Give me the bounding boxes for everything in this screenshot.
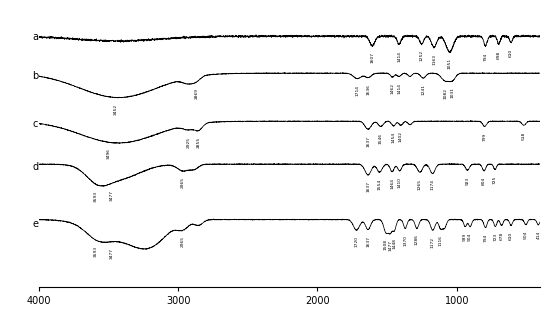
Text: 799: 799 [483, 133, 487, 141]
Text: 1448: 1448 [392, 238, 397, 249]
Text: 610: 610 [509, 231, 513, 240]
Text: 1546: 1546 [379, 133, 383, 144]
Text: 1265: 1265 [418, 179, 422, 190]
Text: 1116: 1116 [438, 235, 443, 246]
Text: 3593: 3593 [94, 246, 97, 257]
Text: e: e [32, 219, 38, 228]
Text: 3477: 3477 [110, 248, 114, 259]
Text: 2869: 2869 [194, 88, 198, 100]
Text: 794: 794 [483, 234, 487, 242]
Text: 518: 518 [522, 131, 526, 140]
Text: 1607: 1607 [370, 52, 374, 63]
Text: 3496: 3496 [107, 148, 111, 160]
Text: 904: 904 [468, 233, 472, 241]
Text: 1414: 1414 [397, 83, 401, 94]
Text: 1720: 1720 [354, 236, 359, 248]
Text: 3593: 3593 [94, 190, 97, 202]
Text: 1477: 1477 [388, 240, 392, 251]
Text: 610: 610 [509, 49, 513, 57]
Text: 1462: 1462 [390, 83, 394, 94]
Text: 1082: 1082 [443, 87, 447, 99]
Text: 1252: 1252 [419, 50, 424, 61]
Text: 1554: 1554 [378, 178, 382, 190]
Text: 3477: 3477 [110, 190, 114, 201]
Text: 1370: 1370 [403, 235, 407, 246]
Text: 414: 414 [536, 231, 540, 239]
Text: 2965: 2965 [181, 177, 185, 188]
Text: 1637: 1637 [366, 236, 370, 247]
Text: 1241: 1241 [421, 84, 425, 95]
Text: 1163: 1163 [432, 54, 436, 65]
Text: 1637: 1637 [366, 181, 370, 192]
Text: 698: 698 [497, 51, 501, 59]
Text: 1031: 1031 [451, 87, 455, 98]
Text: 2855: 2855 [197, 137, 201, 148]
Text: 678: 678 [500, 232, 504, 240]
Text: 804: 804 [482, 177, 486, 185]
Text: d: d [32, 162, 38, 172]
Text: 1636: 1636 [366, 84, 370, 95]
Text: 794: 794 [483, 53, 487, 61]
Text: 1286: 1286 [415, 234, 419, 246]
Text: 1174: 1174 [431, 180, 434, 190]
Text: 1410: 1410 [398, 177, 402, 188]
Text: 723: 723 [494, 233, 497, 241]
Text: 1172: 1172 [431, 237, 435, 248]
Text: 2925: 2925 [187, 137, 190, 148]
Text: 1414: 1414 [397, 51, 401, 62]
Text: a: a [32, 33, 38, 42]
Text: 1508: 1508 [384, 239, 388, 250]
Text: 504: 504 [524, 231, 528, 240]
Text: 2965: 2965 [181, 236, 185, 248]
Text: 725: 725 [493, 176, 497, 184]
Text: b: b [32, 71, 38, 81]
Text: 923: 923 [466, 177, 470, 185]
Text: 939: 939 [463, 233, 467, 241]
Text: c: c [32, 119, 37, 129]
Text: 1051: 1051 [448, 58, 452, 69]
Text: 3452: 3452 [113, 104, 118, 115]
Text: 1454: 1454 [392, 132, 395, 144]
Text: 1714: 1714 [355, 85, 359, 96]
Text: 1637: 1637 [366, 136, 370, 147]
Text: 1464: 1464 [390, 178, 394, 189]
Text: 1402: 1402 [399, 131, 403, 143]
